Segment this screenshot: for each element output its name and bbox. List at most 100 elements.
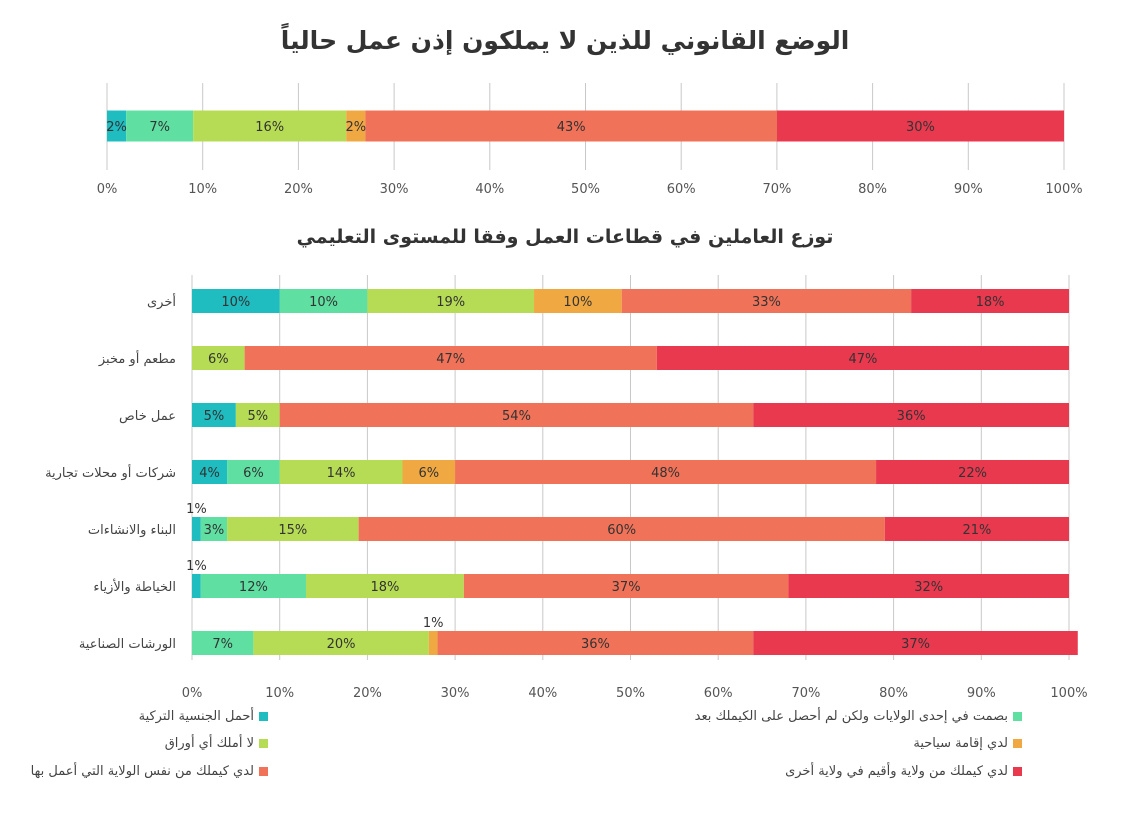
x-tick-label: 60%: [704, 686, 733, 701]
data-label: 22%: [958, 466, 987, 481]
x-tick-label: 80%: [858, 182, 887, 197]
data-label: 32%: [914, 580, 943, 595]
data-label: 7%: [212, 637, 233, 652]
bar-segment: [402, 460, 456, 484]
bar-segment: [534, 289, 622, 313]
data-label: 10%: [309, 295, 338, 310]
x-tick-label: 100%: [1050, 686, 1087, 701]
data-label: 15%: [278, 523, 307, 538]
x-tick-label: 20%: [284, 182, 313, 197]
x-tick-label: 0%: [182, 686, 203, 701]
data-label: 47%: [436, 352, 465, 367]
legend-label: لدي كيملك من نفس الولاية التي أعمل بها: [30, 764, 254, 779]
legend-swatch: [259, 712, 268, 721]
bar-segment: [192, 289, 280, 313]
bar-segment: [367, 289, 535, 313]
category-label: مطعم أو مخبز: [98, 350, 176, 367]
x-tick-label: 40%: [475, 182, 504, 197]
bar-segment: [192, 631, 254, 655]
legend-swatch: [1013, 739, 1022, 748]
data-label: 54%: [502, 409, 531, 424]
data-label: 20%: [327, 637, 356, 652]
bar-segment: [656, 346, 1069, 370]
x-tick-label: 50%: [616, 686, 645, 701]
bar-segment: [365, 110, 777, 142]
data-label: 43%: [557, 120, 586, 135]
x-tick-label: 30%: [380, 182, 409, 197]
bar-segment: [193, 110, 347, 142]
bar-segment: [358, 517, 885, 541]
data-label: 2%: [346, 120, 367, 135]
legend-label: أحمل الجنسية التركية: [138, 709, 254, 724]
x-tick-label: 10%: [188, 182, 217, 197]
bar-segment: [884, 517, 1069, 541]
category-label: شركات أو محلات تجارية: [45, 464, 176, 481]
bar-segment: [428, 631, 438, 655]
data-label: 2%: [106, 120, 127, 135]
x-tick-label: 90%: [954, 182, 983, 197]
x-tick-label: 100%: [1045, 182, 1082, 197]
data-label: 6%: [243, 466, 264, 481]
bar-segment: [227, 517, 359, 541]
data-label: 5%: [247, 409, 268, 424]
legend-swatch: [259, 767, 268, 776]
data-label: 10%: [221, 295, 250, 310]
legend-item: بصمت في إحدى الولايات ولكن لم أحصل على ا…: [695, 709, 1022, 724]
x-tick-label: 0%: [97, 182, 118, 197]
bar-segment: [235, 403, 280, 427]
data-label: 6%: [208, 352, 229, 367]
data-label: 6%: [418, 466, 439, 481]
x-tick-label: 80%: [879, 686, 908, 701]
x-tick-label: 50%: [571, 182, 600, 197]
bar-segment: [192, 517, 201, 541]
bar-segment: [200, 517, 228, 541]
bar-segment: [455, 460, 877, 484]
legend-item: لدي إقامة سياحية: [913, 736, 1022, 751]
x-tick-label: 60%: [667, 182, 696, 197]
bar-segment: [227, 460, 280, 484]
bar-segment: [621, 289, 912, 313]
legend-item: لدي كيملك من نفس الولاية التي أعمل بها: [31, 764, 268, 779]
data-label: 60%: [607, 523, 636, 538]
x-tick-label: 40%: [528, 686, 557, 701]
x-tick-label: 70%: [791, 686, 820, 701]
bar-segment: [192, 574, 201, 598]
x-tick-label: 20%: [353, 686, 382, 701]
bar-segment: [753, 631, 1078, 655]
x-tick-label: 90%: [967, 686, 996, 701]
bar-segment: [346, 110, 366, 142]
data-label: 10%: [563, 295, 592, 310]
data-label: 14%: [327, 466, 356, 481]
chart-1-title: الوضع القانوني للذين لا يملكون إذن عمل ح…: [280, 26, 850, 55]
legend-item: لا أملك أي أوراق: [165, 736, 268, 751]
data-label: 36%: [581, 637, 610, 652]
legend-label: بصمت في إحدى الولايات ولكن لم أحصل على ا…: [694, 709, 1008, 724]
bar-segment: [244, 346, 657, 370]
category-label: الورشات الصناعية: [79, 637, 176, 652]
legend-swatch: [259, 739, 268, 748]
category-label: البناء والانشاءات: [88, 523, 176, 538]
x-tick-label: 30%: [441, 686, 470, 701]
legend-swatch: [1013, 712, 1022, 721]
bar-segment: [107, 110, 127, 142]
legend-item: لدي كيملك من ولاية وأقيم في ولاية أخرى: [785, 764, 1022, 779]
data-label: 7%: [149, 120, 170, 135]
bar-segment: [192, 403, 236, 427]
bar-segment: [192, 460, 228, 484]
data-label: 1%: [186, 502, 207, 517]
x-tick-label: 10%: [265, 686, 294, 701]
data-label: 30%: [906, 120, 935, 135]
data-label: 16%: [255, 120, 284, 135]
bar-segment: [253, 631, 429, 655]
data-label: 33%: [752, 295, 781, 310]
data-label: 3%: [204, 523, 225, 538]
bar-segment: [753, 403, 1069, 427]
bar-segment: [279, 460, 403, 484]
legend-label: لدي كيملك من ولاية وأقيم في ولاية أخرى: [785, 764, 1008, 779]
category-label: عمل خاص: [119, 409, 176, 424]
data-label: 18%: [976, 295, 1005, 310]
data-label: 36%: [897, 409, 926, 424]
data-label: 4%: [199, 466, 220, 481]
bar-segment: [463, 574, 789, 598]
